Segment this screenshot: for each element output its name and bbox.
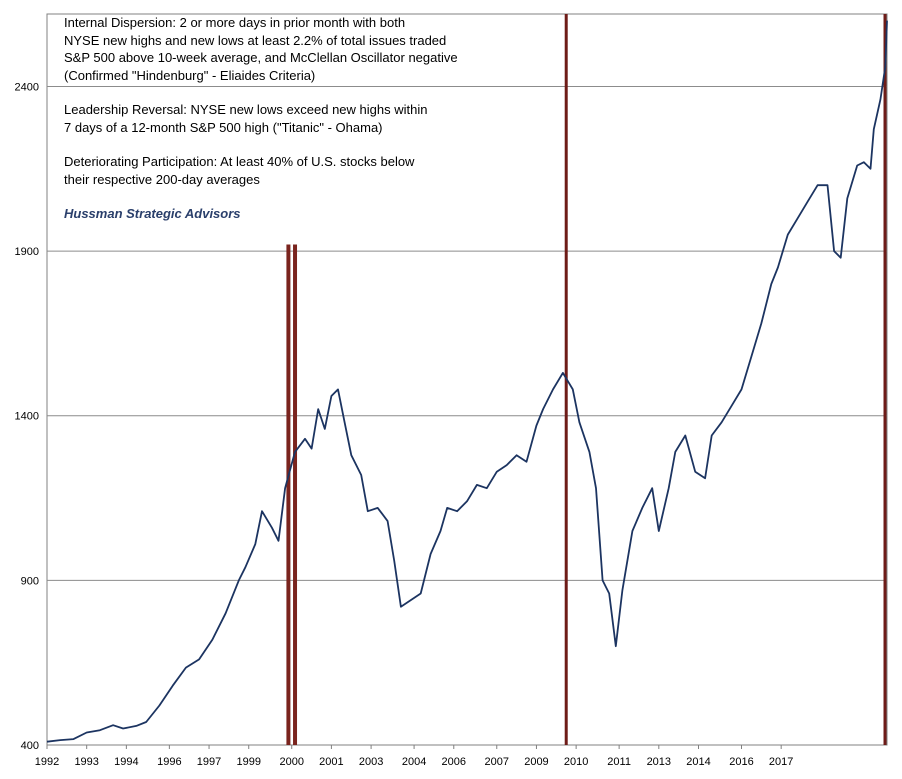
annotation-internal-dispersion: Internal Dispersion: 2 or more days in p… — [64, 14, 504, 84]
x-tick-label-1993: 1993 — [74, 756, 98, 768]
annotation-deteriorating-participation: Deteriorating Participation: At least 40… — [64, 153, 504, 188]
x-tick-label-1994: 1994 — [114, 756, 138, 768]
annotation-line: Leadership Reversal: NYSE new lows excee… — [64, 102, 428, 117]
x-tick-label-1999: 1999 — [236, 756, 260, 768]
y-tick-label-400: 400 — [21, 740, 39, 752]
x-tick-label-1992: 1992 — [35, 756, 59, 768]
x-tick-label-2000: 2000 — [279, 756, 303, 768]
annotation-block: Internal Dispersion: 2 or more days in p… — [64, 14, 504, 223]
annotation-line: 7 days of a 12-month S&P 500 high ("Tita… — [64, 119, 383, 135]
x-tick-label-2010: 2010 — [564, 756, 588, 768]
source-label: Hussman Strategic Advisors — [64, 206, 241, 221]
annotation-line: (Confirmed "Hindenburg" - Eliaides Crite… — [64, 67, 316, 83]
annotation-line: Deteriorating Participation: At least 40… — [64, 154, 415, 169]
gridlines — [47, 85, 887, 581]
x-tick-label-2013: 2013 — [647, 756, 671, 768]
x-tick-label-2001: 2001 — [319, 756, 343, 768]
y-axis-ticks: 400 900 1400 1900 2400 — [15, 81, 39, 752]
x-tick-label-2006: 2006 — [442, 756, 466, 768]
x-tick-label-2007: 2007 — [485, 756, 509, 768]
x-tick-label-2009: 2009 — [524, 756, 548, 768]
x-tick-label-2011: 2011 — [607, 756, 631, 768]
annotation-line: Internal Dispersion: 2 or more days in p… — [64, 15, 406, 30]
y-tick-label-1900: 1900 — [15, 246, 39, 258]
x-tick-label-1997: 1997 — [197, 756, 221, 768]
annotation-line: NYSE new highs and new lows at least 2.2… — [64, 32, 447, 48]
x-tick-label-2003: 2003 — [359, 756, 383, 768]
series-line-sp500 — [46, 20, 888, 743]
x-axis-ticks: 1992 1993 1994 1996 1997 1999 2000 2001 2003 2004… — [35, 745, 793, 768]
x-tick-label-2004: 2004 — [402, 756, 426, 768]
x-tick-label-1996: 1996 — [157, 756, 181, 768]
x-tick-label-2017: 2017 — [769, 756, 793, 768]
annotation-line: their respective 200-day averages — [64, 171, 260, 187]
x-tick-label-2016: 2016 — [729, 756, 753, 768]
y-tick-label-900: 900 — [21, 575, 39, 587]
annotation-line: S&P 500 above 10-week average, and McCle… — [64, 50, 458, 65]
annotation-leadership-reversal: Leadership Reversal: NYSE new lows excee… — [64, 101, 504, 136]
y-tick-label-2400: 2400 — [15, 81, 39, 93]
x-tick-label-2014: 2014 — [686, 756, 710, 768]
y-tick-label-1400: 1400 — [15, 411, 39, 423]
plot-area — [46, 13, 888, 746]
